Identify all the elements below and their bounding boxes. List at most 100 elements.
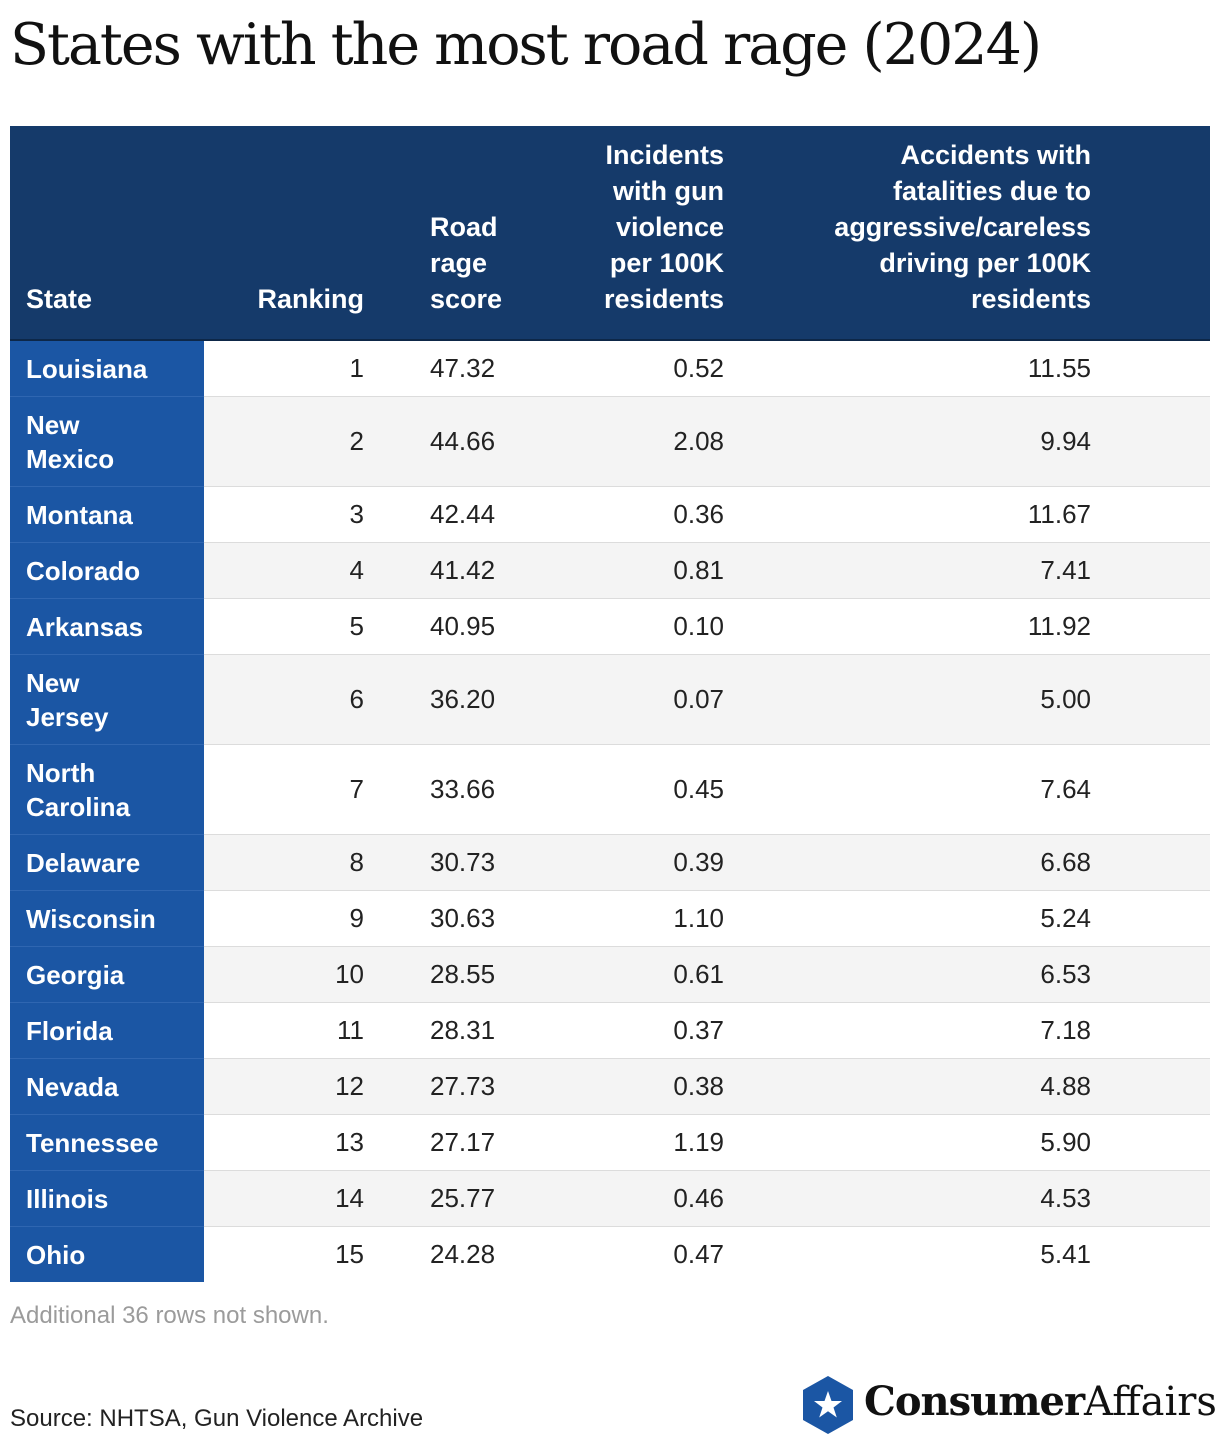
cell-fatal-accidents: 5.00 [728, 654, 1095, 745]
column-header-line: fatalities due to [892, 176, 1091, 206]
cell-gun-incidents: 0.45 [548, 744, 728, 835]
logo-word-affairs: Affairs [1084, 1379, 1217, 1425]
cell-gun-incidents: 0.46 [548, 1170, 728, 1227]
cell-ranking: 15 [204, 1226, 368, 1282]
cell-road-rage-score: 40.95 [368, 598, 548, 655]
cell-gun-incidents: 0.81 [548, 542, 728, 599]
column-header-ranking: Ranking [204, 126, 368, 341]
cell-state: Louisiana [10, 340, 204, 397]
cell-state: Georgia [10, 946, 204, 1003]
column-header-line: violence [615, 212, 724, 242]
cell-gun-incidents: 0.36 [548, 486, 728, 543]
cell-state: North Carolina [10, 744, 204, 835]
table-row: Ohio 15 24.28 0.47 5.41 [10, 1226, 1210, 1282]
column-header-road-rage-score: Road rage score [368, 126, 548, 341]
table-row: Arkansas 5 40.95 0.10 11.92 [10, 598, 1210, 655]
table-row: Louisiana 1 47.32 0.52 11.55 [10, 340, 1210, 397]
cell-road-rage-score: 36.20 [368, 654, 548, 745]
cell-ranking: 7 [204, 744, 368, 835]
cell-ranking: 8 [204, 834, 368, 891]
cell-fatal-accidents: 6.53 [728, 946, 1095, 1003]
column-header-line: residents [970, 284, 1091, 314]
cell-truncated [1095, 1114, 1210, 1171]
cell-state: Montana [10, 486, 204, 543]
cell-gun-incidents: 0.52 [548, 340, 728, 397]
cell-truncated [1095, 946, 1210, 1003]
ranking-table-container: State Ranking Road rage score Incidents wit… [10, 126, 1210, 1282]
cell-road-rage-score: 28.55 [368, 946, 548, 1003]
cell-truncated [1095, 1002, 1210, 1059]
cell-gun-incidents: 0.38 [548, 1058, 728, 1115]
column-header-line: Accidents with [900, 140, 1091, 170]
table-row: Georgia 10 28.55 0.61 6.53 [10, 946, 1210, 1003]
cell-fatal-accidents: 11.55 [728, 340, 1095, 397]
cell-state: Ohio [10, 1226, 204, 1282]
cell-ranking: 3 [204, 486, 368, 543]
header-row: State Ranking Road rage score Incidents wit… [10, 126, 1210, 341]
column-header-line: driving per 100K [879, 248, 1091, 278]
table-body: Louisiana 1 47.32 0.52 11.55 New Mexico 2 44.66 2… [10, 340, 1210, 1282]
chart-title: States with the most road rage (2024) [10, 12, 1042, 78]
cell-ranking: 5 [204, 598, 368, 655]
table-row: Nevada 12 27.73 0.38 4.88 [10, 1058, 1210, 1115]
cell-ranking: 1 [204, 340, 368, 397]
cell-truncated [1095, 654, 1210, 745]
cell-fatal-accidents: 11.92 [728, 598, 1095, 655]
cell-fatal-accidents: 11.67 [728, 486, 1095, 543]
cell-road-rage-score: 30.63 [368, 890, 548, 947]
cell-road-rage-score: 44.66 [368, 396, 548, 487]
cell-road-rage-score: 33.66 [368, 744, 548, 835]
column-header-line: with gun [613, 176, 724, 206]
column-header-state: State [10, 126, 204, 341]
column-header-line: aggressive/careless [834, 212, 1091, 242]
cell-gun-incidents: 0.37 [548, 1002, 728, 1059]
column-header-line: Road [430, 212, 498, 242]
cell-gun-incidents: 1.19 [548, 1114, 728, 1171]
cell-road-rage-score: 28.31 [368, 1002, 548, 1059]
table-row: Colorado 4 41.42 0.81 7.41 [10, 542, 1210, 599]
column-header-fatal-accidents: Accidents with fatalities due to aggressiv… [728, 126, 1095, 341]
cell-state: Tennessee [10, 1114, 204, 1171]
table-row: Tennessee 13 27.17 1.19 5.90 [10, 1114, 1210, 1171]
table-row: Wisconsin 9 30.63 1.10 5.24 [10, 890, 1210, 947]
cell-state: New Jersey [10, 654, 204, 745]
cell-ranking: 4 [204, 542, 368, 599]
cell-fatal-accidents: 4.53 [728, 1170, 1095, 1227]
cell-state: Arkansas [10, 598, 204, 655]
cell-truncated [1095, 340, 1210, 397]
cell-road-rage-score: 47.32 [368, 340, 548, 397]
cell-truncated [1095, 542, 1210, 599]
cell-truncated [1095, 396, 1210, 487]
cell-fatal-accidents: 5.90 [728, 1114, 1095, 1171]
table-row: Delaware 8 30.73 0.39 6.68 [10, 834, 1210, 891]
column-header-line: per 100K [609, 248, 724, 278]
cell-road-rage-score: 27.17 [368, 1114, 548, 1171]
cell-ranking: 10 [204, 946, 368, 1003]
cell-fatal-accidents: 4.88 [728, 1058, 1095, 1115]
logo-word-consumer: Consumer [864, 1378, 1085, 1425]
table-row: Florida 11 28.31 0.37 7.18 [10, 1002, 1210, 1059]
table-row: New Jersey 6 36.20 0.07 5.00 [10, 654, 1210, 745]
ranking-table: State Ranking Road rage score Incidents wit… [10, 126, 1210, 1282]
cell-truncated [1095, 890, 1210, 947]
column-header-line: rage [430, 248, 488, 278]
cell-road-rage-score: 42.44 [368, 486, 548, 543]
cell-gun-incidents: 1.10 [548, 890, 728, 947]
cell-fatal-accidents: 9.94 [728, 396, 1095, 487]
cell-truncated [1095, 834, 1210, 891]
cell-road-rage-score: 24.28 [368, 1226, 548, 1282]
cell-state: Wisconsin [10, 890, 204, 947]
cell-ranking: 6 [204, 654, 368, 745]
cell-ranking: 9 [204, 890, 368, 947]
cell-state: Delaware [10, 834, 204, 891]
cell-ranking: 12 [204, 1058, 368, 1115]
cell-state: New Mexico [10, 396, 204, 487]
cell-gun-incidents: 2.08 [548, 396, 728, 487]
cell-ranking: 2 [204, 396, 368, 487]
consumeraffairs-logo: ConsumerAffairs [800, 1372, 1217, 1438]
table-row: New Mexico 2 44.66 2.08 9.94 [10, 396, 1210, 487]
cell-truncated [1095, 1170, 1210, 1227]
source-note: Source: NHTSA, Gun Violence Archive [10, 1405, 424, 1432]
cell-fatal-accidents: 5.41 [728, 1226, 1095, 1282]
cell-truncated [1095, 1058, 1210, 1115]
